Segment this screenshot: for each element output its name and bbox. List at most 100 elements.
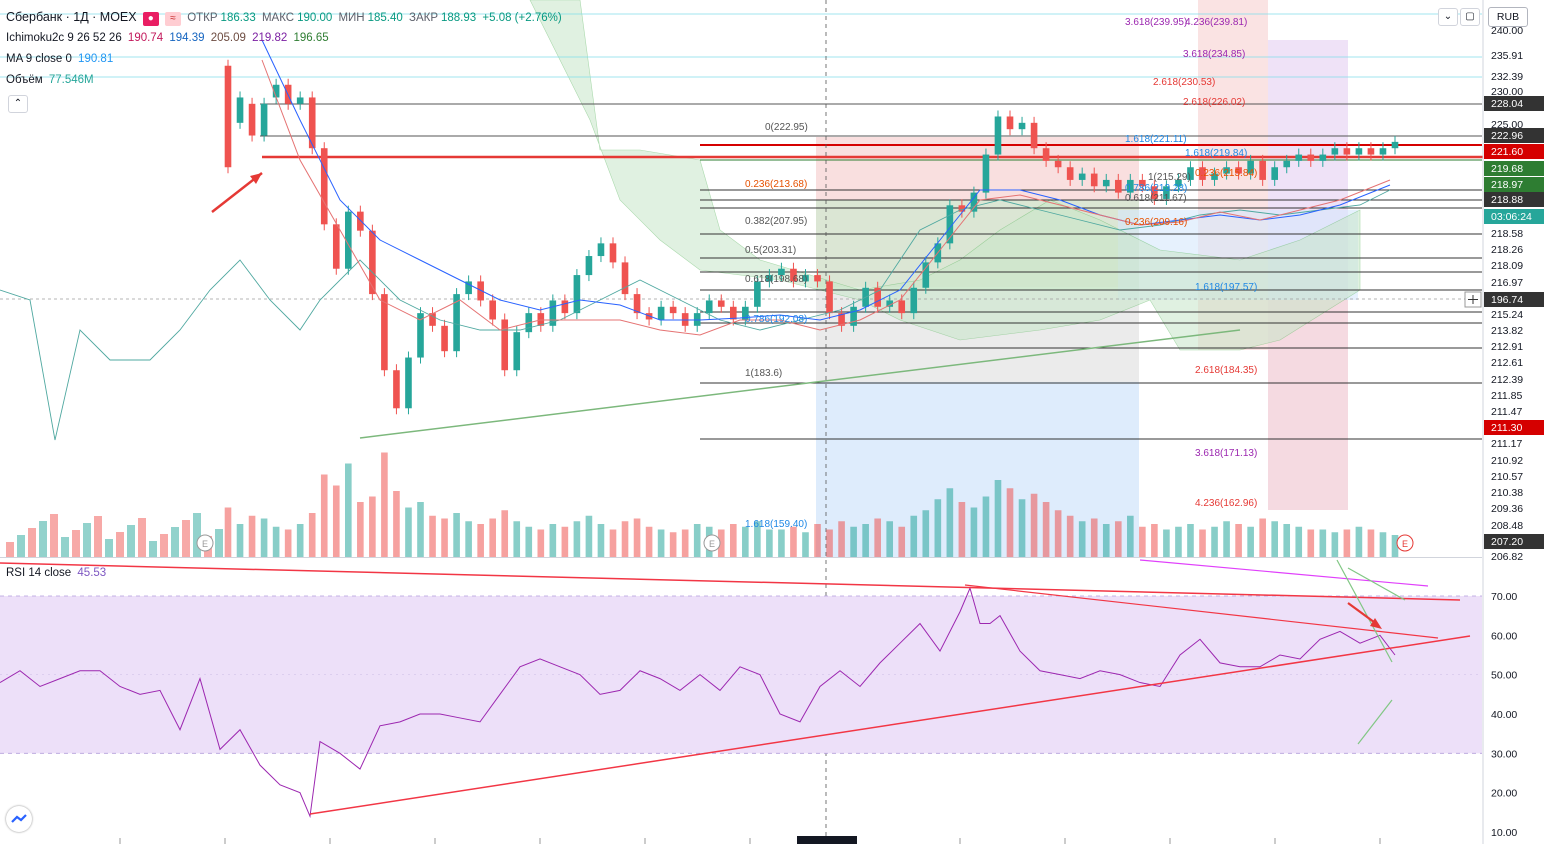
rsi-legend[interactable]: RSI 14 close 45.53 — [6, 566, 109, 580]
earnings-marker-label: E — [709, 539, 715, 549]
volume-bar — [17, 535, 25, 557]
price-axis-label: 218.88 — [1491, 194, 1523, 206]
candle-body — [320, 148, 328, 225]
candle-body — [1151, 186, 1158, 199]
price-axis-label: 211.47 — [1491, 406, 1522, 418]
volume-legend[interactable]: Объём 77.546M — [6, 73, 97, 87]
rsi-axis-label: 10.00 — [1491, 827, 1517, 839]
candle-body — [898, 300, 906, 314]
candle-body — [477, 281, 484, 301]
candle-body — [501, 319, 509, 371]
candle-body — [1042, 148, 1050, 161]
candle-body — [308, 97, 316, 149]
collapse-legend-button[interactable]: ⌃ — [8, 95, 28, 113]
rsi-trend-line — [964, 584, 1439, 639]
candle-body — [381, 294, 388, 371]
candle-body — [886, 300, 894, 307]
candle-body — [657, 306, 665, 320]
candle-body — [693, 313, 701, 326]
volume-bar — [729, 524, 737, 557]
candle-body — [814, 275, 821, 282]
price-axis-label: 210.38 — [1491, 487, 1523, 499]
volume-bar — [308, 513, 316, 557]
volume-bar — [1175, 526, 1182, 557]
price-axis-label: 218.09 — [1491, 260, 1523, 272]
maximize-button[interactable]: ▢ — [1460, 8, 1480, 26]
rsi-axis-label: 40.00 — [1491, 709, 1517, 721]
price-axis-label: 210.57 — [1491, 471, 1523, 483]
candle-body — [429, 313, 436, 326]
candle-body — [224, 65, 232, 168]
scale-menu-button[interactable]: ⌄ — [1438, 8, 1458, 26]
volume-bar — [1151, 524, 1158, 557]
candle-body — [1307, 154, 1315, 161]
high-value: 190.00 — [297, 12, 333, 24]
candle-body — [417, 313, 424, 358]
fib-right-label: 2.618(184.35) — [1195, 365, 1257, 376]
rsi-axis-label: 20.00 — [1491, 788, 1517, 800]
price-axis-label: 230.00 — [1491, 86, 1523, 98]
volume-bar — [1247, 526, 1254, 557]
candle-body — [393, 370, 400, 409]
volume-bar — [573, 521, 581, 557]
volume-bar — [814, 524, 821, 557]
ichimoku-value-1: 190.74 — [127, 32, 164, 44]
volume-bar — [405, 507, 412, 557]
symbol-legend: Сбербанк · 1Д · MOEX ● ≈ ОТКР 186.33 МАКС… — [6, 10, 565, 26]
candle-body — [1391, 141, 1399, 149]
ichimoku-value-5: 196.65 — [293, 32, 329, 44]
lagging-span-line — [0, 189, 1391, 441]
candle-body — [729, 306, 737, 320]
volume-bar — [149, 541, 157, 557]
currency-button[interactable]: RUB — [1488, 7, 1528, 27]
volume-bar — [105, 539, 113, 557]
open-label: ОТКР — [187, 12, 218, 24]
price-axis-label: 215.24 — [1491, 309, 1523, 321]
rsi-axis-label: 60.00 — [1491, 630, 1517, 642]
volume-bar — [441, 518, 448, 557]
volume-bar — [6, 542, 14, 557]
price-axis-label: 219.68 — [1491, 163, 1523, 175]
candle-body — [272, 84, 280, 98]
ma-value: 190.81 — [78, 53, 114, 65]
candle-body — [633, 294, 641, 314]
rsi-axis-label: 70.00 — [1491, 591, 1517, 603]
candle-body — [1018, 122, 1026, 130]
price-axis-label: 211.85 — [1491, 390, 1522, 402]
volume-bar — [790, 526, 797, 557]
candle-body — [1114, 179, 1122, 193]
rsi-green-line — [1357, 699, 1393, 745]
ichimoku-legend[interactable]: Ichimoku2c 9 26 52 26 190.74 194.39 205.… — [6, 31, 332, 45]
candle-body — [717, 300, 725, 307]
volume-bar — [1259, 518, 1266, 557]
tradingview-logo[interactable] — [6, 806, 32, 832]
volume-bar — [501, 510, 509, 557]
link-icon[interactable]: ● — [142, 12, 159, 26]
volume-bar — [994, 480, 1002, 557]
price-axis-label: 216.97 — [1491, 277, 1523, 289]
price-tag-bg — [1484, 144, 1544, 159]
volume-bar — [417, 502, 424, 557]
rsi-line — [0, 586, 1396, 819]
volume-bar — [116, 532, 124, 557]
earnings-marker-label: E — [1402, 539, 1408, 549]
red-arrow-icon — [250, 173, 262, 184]
candle-body — [669, 306, 677, 314]
price-axis-label: 211.17 — [1491, 438, 1522, 450]
candle-body — [1319, 154, 1327, 161]
candle-body — [1235, 167, 1242, 174]
candle-body — [1066, 167, 1074, 180]
symbol-title[interactable]: Сбербанк · 1Д · MOEX — [6, 10, 137, 24]
price-axis-label: 218.26 — [1491, 244, 1523, 256]
price-axis-label: 221.60 — [1491, 146, 1523, 158]
candle-body — [766, 275, 773, 282]
candle-body — [1139, 179, 1146, 187]
price-axis-label: 222.96 — [1491, 130, 1523, 142]
volume-bar — [1114, 521, 1122, 557]
candle-body — [838, 313, 845, 326]
ichimoku-value-4: 219.82 — [252, 32, 288, 44]
high-label: МАКС — [261, 12, 295, 24]
compare-icon[interactable]: ≈ — [165, 12, 181, 26]
ma-legend[interactable]: MA 9 close 0 190.81 — [6, 52, 116, 66]
